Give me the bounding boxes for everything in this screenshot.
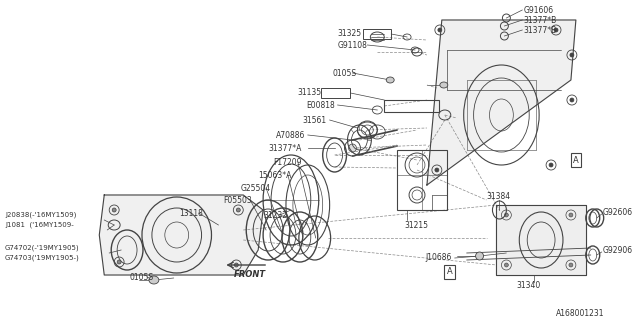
Ellipse shape	[438, 28, 442, 32]
Ellipse shape	[476, 252, 484, 260]
Text: 31377*B: 31377*B	[524, 26, 557, 35]
Bar	[364, 29, 391, 39]
Text: A: A	[573, 156, 579, 164]
Text: G25504: G25504	[240, 183, 271, 193]
Ellipse shape	[386, 77, 394, 83]
Ellipse shape	[435, 168, 439, 172]
Polygon shape	[99, 195, 263, 275]
Text: 15063*A: 15063*A	[258, 171, 292, 180]
Ellipse shape	[569, 213, 573, 217]
Ellipse shape	[149, 276, 159, 284]
Ellipse shape	[234, 263, 238, 267]
Text: E00818: E00818	[306, 100, 335, 109]
Ellipse shape	[504, 213, 508, 217]
Text: 31232: 31232	[263, 211, 287, 220]
Text: 31135: 31135	[298, 87, 322, 97]
Ellipse shape	[569, 263, 573, 267]
Text: 31340: 31340	[516, 281, 541, 290]
Text: 31325: 31325	[337, 28, 362, 37]
Text: 31561: 31561	[303, 116, 327, 124]
Bar	[384, 100, 439, 112]
Text: J20838(-'16MY1509): J20838(-'16MY1509)	[5, 212, 76, 218]
Ellipse shape	[570, 53, 574, 57]
Ellipse shape	[504, 263, 508, 267]
Text: 0105S: 0105S	[333, 68, 356, 77]
Text: 13118: 13118	[179, 209, 203, 218]
Ellipse shape	[349, 144, 356, 152]
Ellipse shape	[440, 82, 448, 88]
Polygon shape	[497, 205, 586, 275]
Text: G74702(-'19MY1905): G74702(-'19MY1905)	[5, 245, 79, 251]
Text: J1081  ('16MY1509-: J1081 ('16MY1509-	[5, 222, 74, 228]
Text: A: A	[447, 268, 452, 276]
Ellipse shape	[117, 260, 121, 264]
Text: F05503: F05503	[223, 196, 252, 204]
Text: 31377*B: 31377*B	[524, 15, 557, 25]
Text: 31215: 31215	[404, 220, 428, 229]
Ellipse shape	[549, 163, 553, 167]
Ellipse shape	[236, 208, 240, 212]
Text: G91108: G91108	[337, 41, 367, 50]
Bar	[321, 88, 351, 98]
Text: G92606: G92606	[603, 207, 633, 217]
Text: A168001231: A168001231	[556, 309, 605, 318]
Text: 31377*A: 31377*A	[268, 143, 301, 153]
Text: G92906: G92906	[603, 245, 633, 254]
Text: J10686: J10686	[425, 253, 451, 262]
Ellipse shape	[554, 28, 558, 32]
Bar	[397, 150, 447, 210]
Text: 31384: 31384	[486, 191, 511, 201]
Text: FRONT: FRONT	[234, 270, 266, 279]
Text: A70886: A70886	[276, 131, 305, 140]
Text: F17209: F17209	[273, 157, 301, 166]
Text: G74703('19MY1905-): G74703('19MY1905-)	[5, 255, 80, 261]
Ellipse shape	[112, 208, 116, 212]
Text: G91606: G91606	[524, 5, 554, 14]
Text: 0105S: 0105S	[129, 273, 153, 282]
Polygon shape	[427, 20, 576, 185]
Ellipse shape	[570, 98, 574, 102]
